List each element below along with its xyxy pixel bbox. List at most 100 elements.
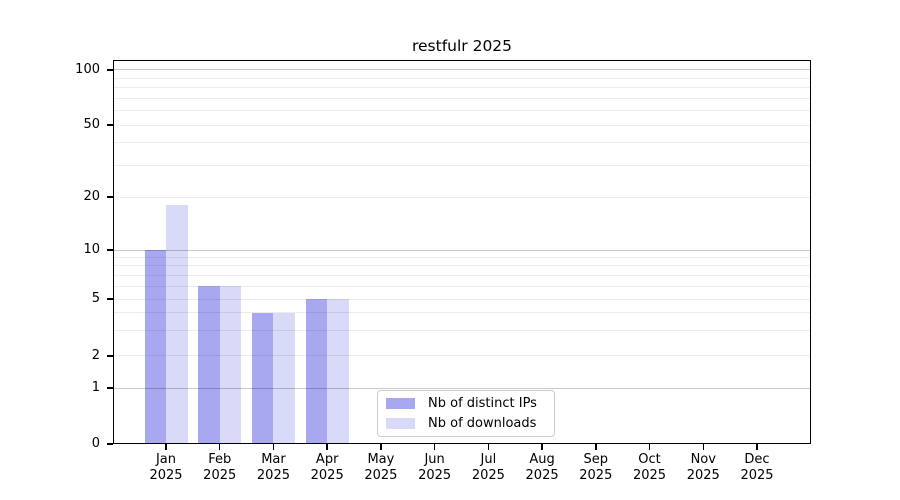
- x-tick-label-nov: Nov 2025: [671, 452, 735, 484]
- x-tick-year: 2025: [310, 468, 344, 483]
- x-tick-mark-may: [380, 444, 382, 450]
- x-tick-label-aug: Aug 2025: [510, 452, 574, 484]
- legend-label-downloads: Nb of downloads: [428, 416, 537, 431]
- gridline-minor-4: [113, 312, 811, 314]
- x-tick-year: 2025: [579, 468, 613, 483]
- x-tick-label-feb: Feb 2025: [188, 452, 252, 484]
- x-tick-label-jun: Jun 2025: [403, 452, 467, 484]
- x-tick-month: May: [367, 452, 395, 467]
- y-tick-label-10: 10: [83, 242, 100, 257]
- y-tick-label-0: 0: [91, 436, 100, 451]
- legend-entry-distinct-ips: Nb of distinct IPs: [386, 396, 546, 412]
- x-tick-month: Feb: [208, 452, 232, 467]
- legend-entry-downloads: Nb of downloads: [386, 416, 546, 432]
- x-tick-mark-apr: [326, 444, 328, 450]
- bar-distinct-ips-feb: [198, 286, 220, 444]
- x-tick-year: 2025: [686, 468, 720, 483]
- legend-swatch-downloads-icon: [386, 418, 415, 429]
- x-tick-label-mar: Mar 2025: [241, 452, 305, 484]
- gridline-minor-30: [113, 164, 811, 166]
- gridline-tick-5: [113, 298, 811, 300]
- x-tick-label-jul: Jul 2025: [456, 452, 520, 484]
- gridline-minor-70: [113, 97, 811, 99]
- y-tick-mark-20: [107, 196, 113, 198]
- x-tick-month: Jan: [155, 452, 177, 467]
- x-tick-mark-oct: [648, 444, 651, 450]
- x-tick-label-apr: Apr 2025: [295, 452, 359, 484]
- gridline-minor-3: [113, 330, 811, 332]
- x-tick-year: 2025: [149, 468, 183, 483]
- x-tick-label-oct: Oct 2025: [618, 452, 682, 484]
- bar-downloads-mar: [273, 312, 295, 444]
- bar-distinct-ips-mar: [251, 312, 274, 444]
- x-tick-label-sep: Sep 2025: [564, 452, 628, 484]
- legend: Nb of distinct IPs Nb of downloads: [377, 390, 555, 437]
- x-tick-year: 2025: [203, 468, 237, 483]
- legend-swatch-distinct-ips-icon: [386, 398, 415, 409]
- x-tick-label-may: May 2025: [349, 452, 413, 484]
- bar-downloads-jan: [166, 205, 188, 444]
- x-tick-mark-aug: [541, 444, 543, 450]
- x-tick-year: 2025: [418, 468, 452, 483]
- x-tick-mark-nov: [702, 444, 705, 450]
- y-tick-mark-10: [107, 249, 113, 251]
- x-tick-mark-feb: [218, 444, 221, 450]
- gridline-minor-60: [113, 110, 811, 112]
- x-tick-mark-jul: [487, 444, 490, 450]
- x-tick-mark-jun: [433, 444, 436, 450]
- y-tick-label-2: 2: [91, 347, 100, 363]
- x-tick-month: Oct: [638, 452, 661, 467]
- gridline-minor-8: [113, 265, 811, 267]
- gridline-tick-50: [113, 124, 811, 126]
- y-tick-mark-50: [107, 124, 113, 126]
- legend-label-distinct-ips: Nb of distinct IPs: [428, 396, 537, 411]
- x-tick-month: Aug: [529, 452, 555, 467]
- y-tick-label-50: 50: [83, 117, 100, 132]
- y-tick-mark-1: [107, 387, 113, 389]
- x-tick-mark-jan: [165, 444, 167, 450]
- x-tick-month: Nov: [690, 452, 716, 467]
- x-tick-month: Sep: [583, 452, 609, 467]
- gridline-major-10: [113, 249, 811, 251]
- bar-distinct-ips-apr: [305, 299, 328, 444]
- x-tick-month: Dec: [744, 452, 770, 467]
- x-tick-label-jan: Jan 2025: [134, 452, 198, 484]
- y-tick-mark-2: [107, 355, 113, 357]
- bar-downloads-apr: [327, 299, 349, 444]
- gridline-tick-2: [113, 355, 811, 357]
- gridline-minor-80: [113, 87, 811, 89]
- x-tick-mark-dec: [756, 444, 758, 450]
- x-tick-year: 2025: [471, 468, 505, 483]
- x-tick-year: 2025: [256, 468, 290, 483]
- bar-downloads-feb: [219, 286, 242, 444]
- y-tick-mark-0: [107, 443, 113, 445]
- gridline-major-1: [113, 387, 811, 389]
- y-tick-label-100: 100: [75, 61, 100, 77]
- x-tick-label-dec: Dec 2025: [725, 452, 789, 484]
- gridline-major-100: [113, 69, 811, 71]
- x-tick-month: Jun: [424, 452, 445, 467]
- x-tick-mark-mar: [272, 444, 275, 450]
- x-tick-year: 2025: [525, 468, 559, 483]
- gridline-minor-90: [113, 77, 811, 79]
- bar-distinct-ips-jan: [144, 250, 166, 444]
- chart-title: restfulr 2025: [411, 37, 513, 55]
- gridline-minor-40: [113, 142, 811, 144]
- y-tick-mark-100: [107, 69, 113, 71]
- y-tick-label-5: 5: [91, 291, 100, 306]
- gridline-minor-6: [113, 285, 811, 287]
- x-tick-month: Apr: [315, 452, 339, 467]
- y-tick-mark-5: [107, 298, 113, 300]
- x-tick-month: Mar: [261, 452, 286, 467]
- gridline-minor-7: [113, 274, 811, 276]
- gridline-minor-9: [113, 256, 811, 258]
- y-tick-label-20: 20: [83, 189, 100, 204]
- x-tick-mark-sep: [595, 444, 597, 450]
- x-tick-year: 2025: [364, 468, 398, 483]
- x-tick-month: Jul: [480, 452, 497, 467]
- gridline-tick-20: [113, 196, 811, 198]
